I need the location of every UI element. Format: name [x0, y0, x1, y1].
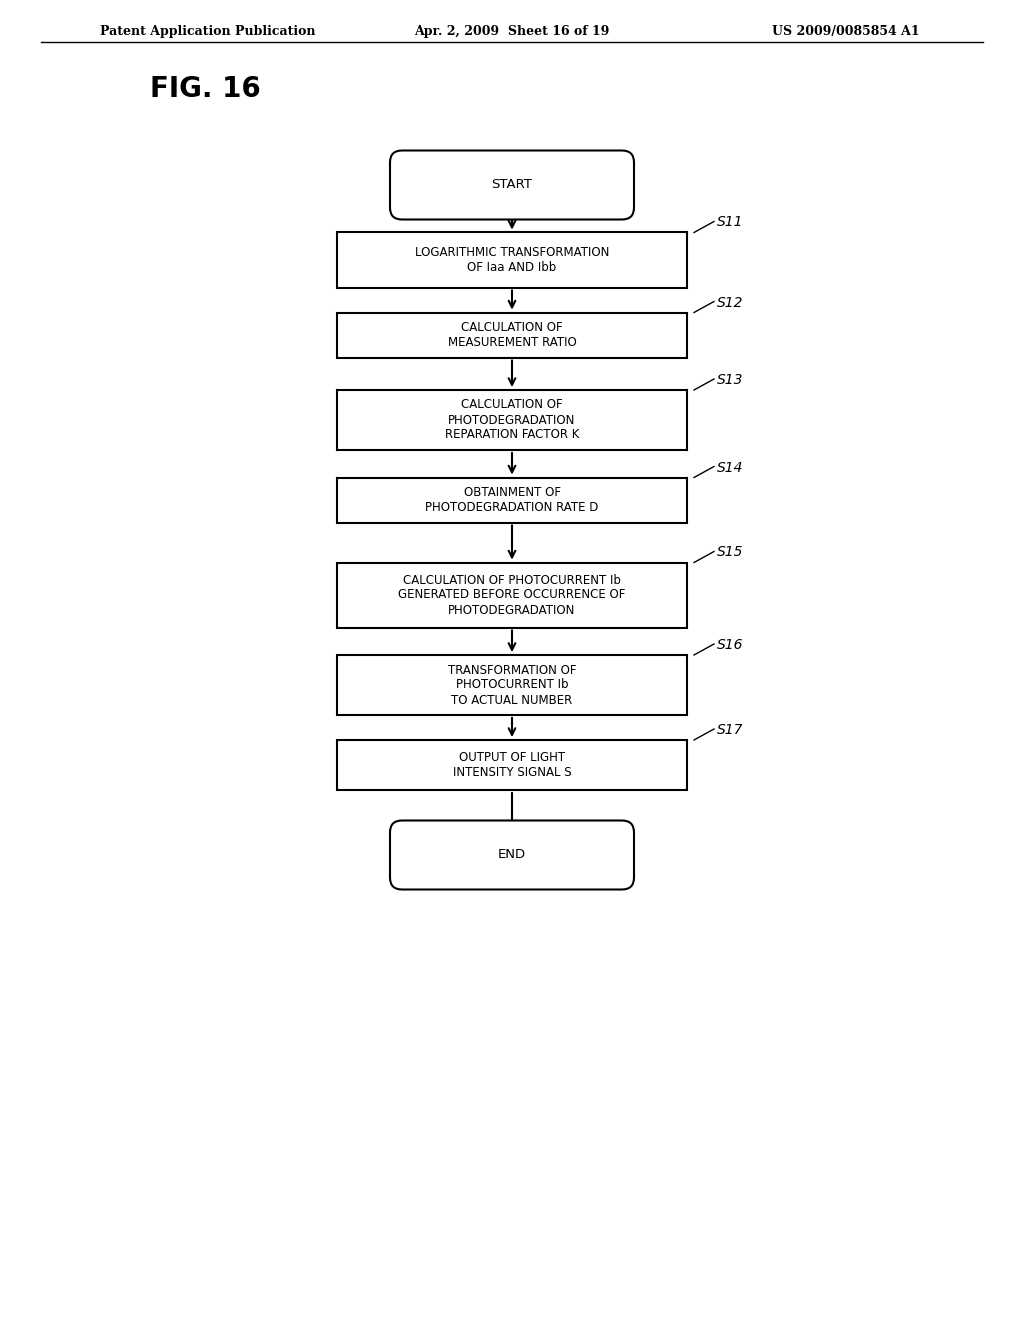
Text: S17: S17	[717, 723, 743, 737]
FancyBboxPatch shape	[390, 150, 634, 219]
Text: Patent Application Publication: Patent Application Publication	[100, 25, 315, 38]
Text: S11: S11	[717, 215, 743, 230]
Bar	[337, 562, 687, 627]
Text: S14: S14	[717, 461, 743, 474]
Text: S13: S13	[717, 374, 743, 387]
Bar	[337, 389, 687, 450]
Text: END: END	[498, 849, 526, 862]
Text: TRANSFORMATION OF
PHOTOCURRENT Ib
TO ACTUAL NUMBER: TRANSFORMATION OF PHOTOCURRENT Ib TO ACT…	[447, 664, 577, 706]
FancyBboxPatch shape	[390, 821, 634, 890]
Bar	[337, 655, 687, 715]
Text: START: START	[492, 178, 532, 191]
Text: US 2009/0085854 A1: US 2009/0085854 A1	[772, 25, 920, 38]
Bar	[337, 313, 687, 358]
Text: S15: S15	[717, 545, 743, 560]
Text: S16: S16	[717, 638, 743, 652]
Text: S12: S12	[717, 296, 743, 309]
Text: FIG. 16: FIG. 16	[150, 75, 261, 103]
Bar	[337, 232, 687, 288]
Text: LOGARITHMIC TRANSFORMATION
OF Iaa AND Ibb: LOGARITHMIC TRANSFORMATION OF Iaa AND Ib…	[415, 246, 609, 275]
Text: CALCULATION OF
PHOTODEGRADATION
REPARATION FACTOR K: CALCULATION OF PHOTODEGRADATION REPARATI…	[444, 399, 580, 441]
Bar	[337, 478, 687, 523]
Text: CALCULATION OF
MEASUREMENT RATIO: CALCULATION OF MEASUREMENT RATIO	[447, 321, 577, 348]
Bar	[337, 741, 687, 789]
Text: Apr. 2, 2009  Sheet 16 of 19: Apr. 2, 2009 Sheet 16 of 19	[415, 25, 609, 38]
Text: OUTPUT OF LIGHT
INTENSITY SIGNAL S: OUTPUT OF LIGHT INTENSITY SIGNAL S	[453, 751, 571, 779]
Text: OBTAINMENT OF
PHOTODEGRADATION RATE D: OBTAINMENT OF PHOTODEGRADATION RATE D	[425, 486, 599, 513]
Text: CALCULATION OF PHOTOCURRENT Ib
GENERATED BEFORE OCCURRENCE OF
PHOTODEGRADATION: CALCULATION OF PHOTOCURRENT Ib GENERATED…	[398, 573, 626, 616]
